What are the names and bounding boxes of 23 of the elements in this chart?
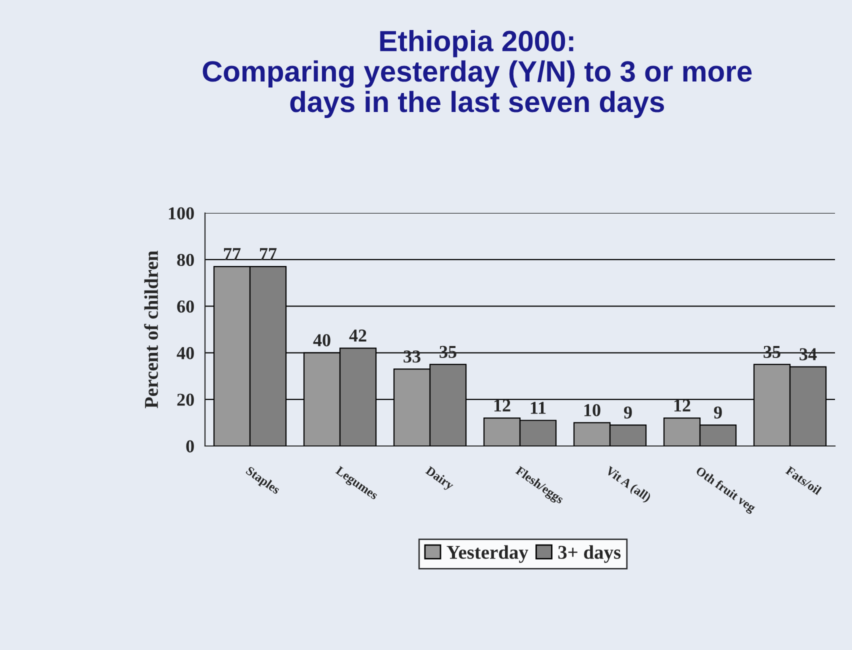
y-tick-label: 40 (176, 347, 194, 360)
legend-label: 3+ days (558, 545, 621, 563)
data-label: 10 (584, 404, 600, 416)
chart-title: Ethiopia 2000: Comparing yesterday (Y/N) to 3 or more days in the last seven days (202, 30, 752, 118)
data-label: 9 (624, 406, 632, 419)
y-tick-label: 60 (177, 300, 194, 313)
data-label: 42 (349, 330, 366, 342)
x-tick-label: Vit A (all) (604, 466, 652, 504)
x-tick-label: Oth fruit veg (694, 466, 757, 515)
y-tick-label: 100 (168, 207, 194, 220)
y-tick-label: 80 (177, 254, 194, 266)
y-tick-label: 20 (177, 394, 194, 406)
y-tick-label: 0 (186, 440, 194, 452)
data-label: 9 (714, 406, 722, 419)
legend-label: Yesterday (446, 545, 528, 563)
data-label: 33 (404, 350, 420, 363)
data-label: 12 (674, 399, 690, 412)
data-label: 11 (530, 402, 546, 414)
data-label: 12 (494, 399, 510, 412)
data-label: 77 (224, 248, 241, 260)
data-label: 77 (260, 248, 277, 260)
data-label: 40 (313, 334, 330, 346)
y-axis-title: Percent of children (144, 250, 158, 408)
